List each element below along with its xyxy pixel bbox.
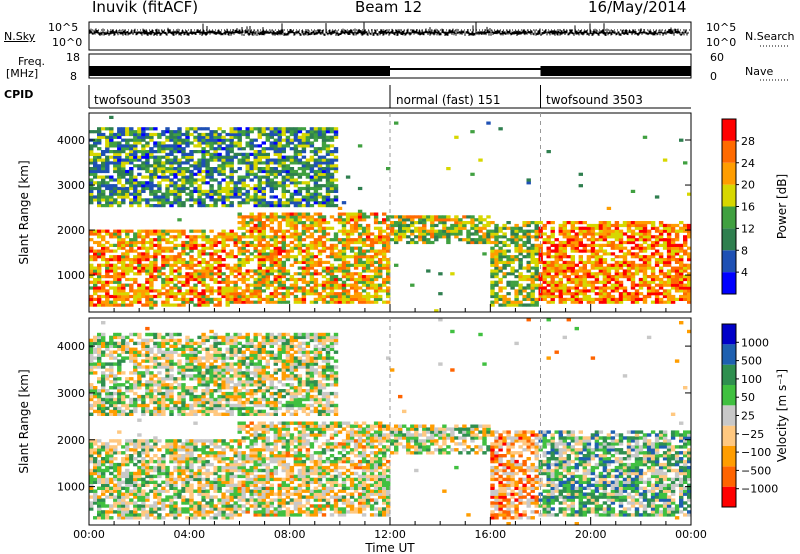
- power-colorbar-segment: [722, 119, 736, 141]
- xtick-label: 04:00: [173, 528, 205, 541]
- velocity-ytick-label: 2000: [57, 434, 85, 447]
- xtick-label: 08:00: [274, 528, 306, 541]
- cpid-mode-3: twofsound 3503: [546, 93, 643, 107]
- velocity-colorbar-segment: [722, 344, 736, 365]
- velocity-colorbar-label: −500: [741, 464, 771, 477]
- beam-title: Beam 12: [355, 0, 423, 16]
- power-colorbar-segment: [722, 162, 736, 185]
- nsky-label: N.Sky: [4, 30, 36, 43]
- power-colorbar-label: 12: [741, 222, 755, 235]
- xtick-label: 00:00: [73, 528, 105, 541]
- power-colorbar-label: 16: [741, 201, 755, 214]
- velocity-ytick-label: 4000: [57, 340, 85, 353]
- power-colorbar-label: 8: [741, 244, 748, 257]
- noise-left-tick-low: 10^0: [52, 36, 83, 49]
- xtick-label: 20:00: [575, 528, 607, 541]
- nsearch-label: N.Search: [745, 30, 795, 43]
- velocity-colorbar-label: 500: [741, 355, 762, 368]
- velocity-colorbar-segment: [722, 486, 736, 507]
- noise-strip-frame: [88, 21, 692, 51]
- power-colorbar-title: Power [dB]: [775, 174, 789, 239]
- velocity-colorbar-label: −100: [741, 446, 771, 459]
- noise-right-tick-low: 10^0: [706, 36, 737, 49]
- power-colorbar-segment: [722, 228, 736, 251]
- xtick-label: 00:00: [675, 528, 707, 541]
- power-echo-cells: [89, 115, 692, 313]
- freq-tick-high: 18: [66, 51, 80, 64]
- power-colorbar-label: 24: [741, 157, 755, 170]
- power-ytick-label: 2000: [57, 224, 85, 237]
- nave-label: Nave: [745, 65, 774, 78]
- velocity-colorbar-segment: [722, 324, 736, 345]
- power-ylabel: Slant Range [km]: [17, 160, 31, 264]
- velocity-ylabel: Slant Range [km]: [17, 369, 31, 473]
- nave-tick-high: 60: [710, 51, 724, 64]
- freq-label: Freq.: [18, 55, 46, 68]
- power-ytick-label: 1000: [57, 269, 85, 282]
- velocity-colorbar-label: −1000: [741, 483, 778, 496]
- velocity-colorbar-label: 1000: [741, 336, 769, 349]
- velocity-colorbar-segment: [722, 466, 736, 487]
- velocity-colorbar-segment: [722, 405, 736, 426]
- cpid-mode-1: twofsound 3503: [94, 93, 191, 107]
- velocity-colorbar-label: 25: [741, 410, 755, 423]
- velocity-echo-cells: [89, 318, 692, 526]
- freq-band-2: [540, 66, 691, 76]
- power-colorbar-segment: [722, 206, 736, 229]
- power-ytick-label: 4000: [57, 134, 85, 147]
- nave-tick-low: 0: [710, 70, 717, 83]
- noise-right-tick-high: 10^5: [706, 21, 737, 34]
- xtick-label: 16:00: [474, 528, 506, 541]
- power-colorbar-segment: [722, 250, 736, 273]
- velocity-ytick-label: 1000: [57, 481, 85, 494]
- velocity-colorbar-title: Velocity [m s⁻¹]: [775, 369, 789, 462]
- velocity-colorbar-segment: [722, 364, 736, 385]
- freq-tick-low: 8: [70, 70, 77, 83]
- date-title: 16/May/2014: [588, 0, 687, 16]
- power-colorbar-segment: [722, 184, 736, 207]
- velocity-colorbar-label: 50: [741, 391, 755, 404]
- velocity-colorbar-segment: [722, 385, 736, 406]
- xtick-label: 12:00: [374, 528, 406, 541]
- power-colorbar-label: 4: [741, 266, 748, 279]
- noise-sky-trace: [88, 22, 689, 36]
- cpid-label: CPID: [4, 88, 34, 101]
- power-colorbar-segment: [722, 272, 736, 294]
- noise-left-tick-high: 10^5: [48, 21, 79, 34]
- velocity-colorbar-segment: [722, 425, 736, 446]
- cpid-mode-2: normal (fast) 151: [396, 93, 501, 107]
- power-colorbar-segment: [722, 140, 736, 163]
- freq-band-1: [89, 66, 390, 76]
- power-colorbar-label: 28: [741, 135, 755, 148]
- power-colorbar-label: 20: [741, 179, 755, 192]
- velocity-ytick-label: 3000: [57, 387, 85, 400]
- velocity-colorbar-segment: [722, 446, 736, 467]
- freq-unit-label: [MHz]: [6, 67, 39, 80]
- velocity-colorbar-label: −25: [741, 428, 764, 441]
- power-ytick-label: 3000: [57, 179, 85, 192]
- velocity-colorbar-label: 100: [741, 373, 762, 386]
- station-title: Inuvik (fitACF): [92, 0, 199, 16]
- xlabel: Time UT: [364, 541, 415, 554]
